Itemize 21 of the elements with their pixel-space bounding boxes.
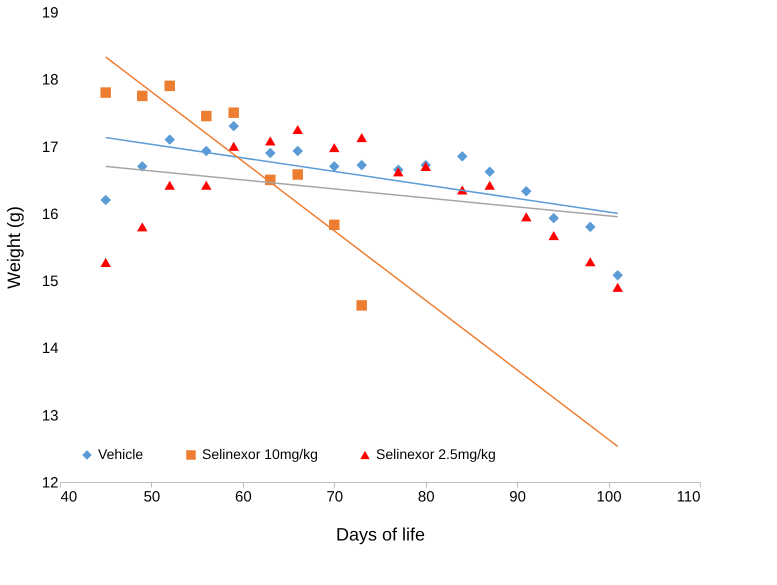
y-tick-label: 12 bbox=[42, 474, 58, 492]
y-tick-label: 16 bbox=[42, 206, 58, 223]
x-tick-label: 50 bbox=[144, 488, 160, 506]
y-tick-label: 15 bbox=[42, 273, 58, 290]
legend-label: Selinexor 10mg/kg bbox=[202, 446, 318, 462]
x-tick-label: 60 bbox=[235, 488, 252, 506]
y-tick-label: 13 bbox=[42, 407, 58, 424]
x-axis-title: Days of life bbox=[336, 524, 426, 544]
legend-label: Selinexor 2.5mg/kg bbox=[376, 446, 496, 462]
x-tick-label: 70 bbox=[326, 488, 344, 506]
y-tick-label: 17 bbox=[42, 138, 58, 156]
legend-label: Vehicle bbox=[98, 446, 144, 462]
x-tick-label: 80 bbox=[418, 488, 435, 506]
y-tick-label: 14 bbox=[42, 340, 58, 358]
x-tick-label: 110 bbox=[676, 488, 700, 506]
x-tick-label: 40 bbox=[60, 488, 78, 506]
y-tick-label: 18 bbox=[42, 72, 58, 89]
y-axis-title: Weight (g) bbox=[4, 206, 24, 289]
y-tick-label: 19 bbox=[42, 4, 58, 22]
x-tick-label: 90 bbox=[509, 488, 526, 506]
x-tick-label: 100 bbox=[596, 488, 622, 506]
